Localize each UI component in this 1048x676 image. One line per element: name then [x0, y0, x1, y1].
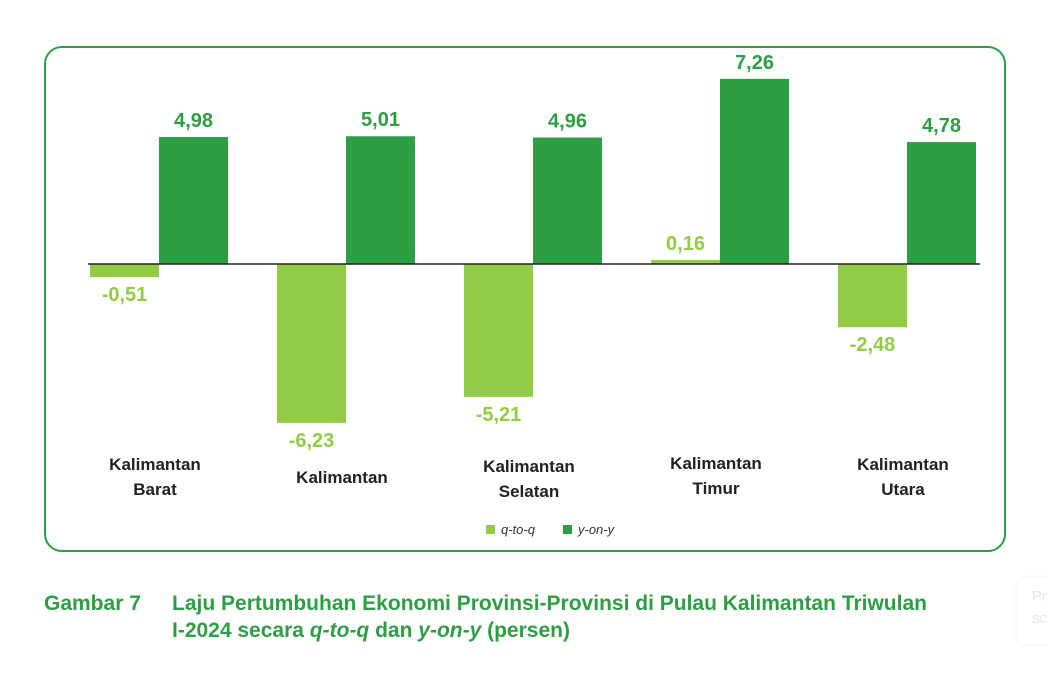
- bar-q-to-q-4: [838, 264, 907, 328]
- category-label-2-line-0: Kalimantan: [483, 457, 575, 476]
- bar-y-on-y-2: [533, 137, 602, 264]
- legend-swatch-y-on-y: [563, 525, 572, 534]
- value-label-q-to-q-0: -0,51: [102, 284, 148, 306]
- legend: q-to-q y-on-y: [486, 522, 616, 537]
- category-label-3-line-1: Timur: [693, 479, 740, 498]
- value-label-q-to-q-2: -5,21: [476, 404, 522, 426]
- value-labels-layer: -0,51 4,98 -6,23 5,01 -5,21 4,96 0,16 7,26 -2,48…: [102, 52, 961, 452]
- bar-q-to-q-2: [464, 264, 533, 397]
- caption-text: Laju Pertumbuhan Ekonomi Provinsi-Provin…: [172, 590, 1002, 644]
- caption-line-1: Laju Pertumbuhan Ekonomi Provinsi-Provin…: [172, 592, 927, 615]
- bar-q-to-q-1: [277, 264, 346, 423]
- bar-y-on-y-1: [346, 136, 415, 264]
- caption-suffix: (persen): [481, 619, 570, 642]
- caption-term-yony: y-on-y: [418, 619, 482, 642]
- value-label-q-to-q-1: -6,23: [289, 430, 335, 452]
- bar-q-to-q-3: [651, 259, 720, 264]
- legend-label-q-to-q: q-to-q: [501, 522, 536, 537]
- legend-label-y-on-y: y-on-y: [577, 522, 616, 537]
- category-label-0-line-0: Kalimantan: [109, 455, 201, 474]
- category-labels-layer: Kalimantan Barat Kalimantan Kalimantan Selat…: [109, 454, 949, 501]
- bar-y-on-y-0: [159, 137, 228, 264]
- bar-q-to-q-0: [90, 264, 159, 278]
- caption-line-2: I-2024 secara q-to-q dan y-on-y (persen): [172, 617, 1002, 644]
- category-label-4-line-0: Kalimantan: [857, 455, 949, 474]
- category-label-1-line-0: Kalimantan: [296, 468, 388, 487]
- chart-canvas: -0,51 4,98 -6,23 5,01 -5,21 4,96 0,16 7,26 -2,48…: [88, 52, 980, 537]
- value-label-y-on-y-3: 7,26: [735, 52, 774, 74]
- side-ghost-line-2: sc: [1032, 610, 1047, 627]
- category-label-0-line-1: Barat: [133, 480, 177, 499]
- caption-term-qtoq: q-to-q: [309, 619, 370, 642]
- value-label-y-on-y-1: 5,01: [361, 109, 400, 131]
- value-label-y-on-y-0: 4,98: [174, 110, 213, 132]
- bars-layer: [90, 78, 976, 423]
- category-label-2-line-1: Selatan: [499, 482, 559, 501]
- value-label-y-on-y-2: 4,96: [548, 111, 587, 133]
- value-label-y-on-y-4: 4,78: [922, 115, 961, 137]
- bar-y-on-y-3: [720, 78, 789, 265]
- value-label-q-to-q-3: 0,16: [666, 233, 705, 255]
- side-panel-ghost: Pr sc: [1018, 578, 1048, 644]
- caption-prefix: I-2024 secara: [172, 619, 310, 642]
- chart-frame: [44, 46, 1006, 552]
- side-ghost-line-1: Pr: [1032, 588, 1047, 605]
- caption-middle: dan: [369, 619, 419, 642]
- legend-swatch-q-to-q: [486, 525, 495, 534]
- category-label-4-line-1: Utara: [881, 480, 925, 499]
- category-label-3-line-0: Kalimantan: [670, 454, 762, 473]
- bar-y-on-y-4: [907, 142, 976, 264]
- caption-number: Gambar 7: [44, 592, 141, 615]
- value-label-q-to-q-4: -2,48: [850, 334, 896, 356]
